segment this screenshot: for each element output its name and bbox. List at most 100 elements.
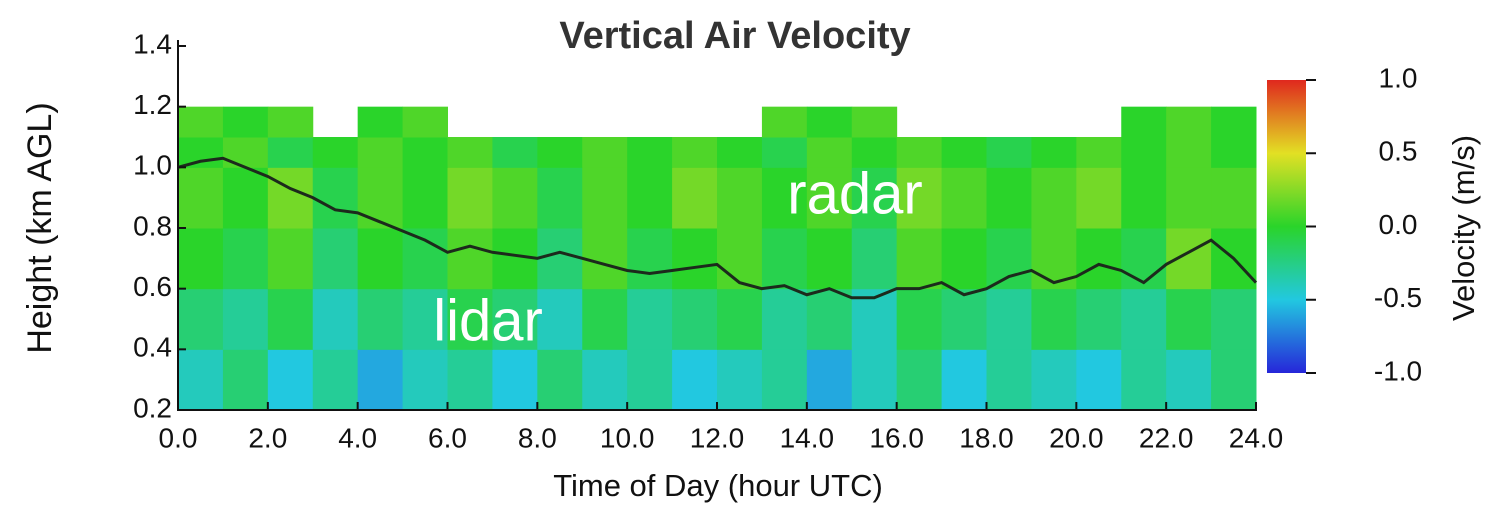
heatmap-cell xyxy=(267,167,314,229)
heatmap-cell xyxy=(717,349,763,411)
heatmap-cell xyxy=(1076,137,1122,168)
heatmap-cell xyxy=(627,228,673,290)
colorbar-tick-label: 1.0 xyxy=(1379,62,1418,93)
heatmap-cell xyxy=(178,288,224,350)
heatmap-cell xyxy=(851,349,898,411)
heatmap-cell xyxy=(222,106,269,138)
heatmap-cell xyxy=(537,349,583,411)
heatmap-cell xyxy=(492,137,538,168)
heatmap-cell xyxy=(357,106,404,138)
heatmap-cell xyxy=(222,228,269,290)
chart-title: Vertical Air Velocity xyxy=(559,15,910,57)
x-tick-label: 8.0 xyxy=(518,422,557,453)
x-tick-label: 24.0 xyxy=(1229,422,1284,453)
heatmap-cell xyxy=(806,167,853,229)
heatmap-cell xyxy=(986,349,1032,411)
heatmap-cell xyxy=(582,167,628,229)
heatmap-cell xyxy=(806,106,853,138)
heatmap-cell xyxy=(851,167,898,229)
x-tick-label: 12.0 xyxy=(690,422,745,453)
heatmap-cell xyxy=(761,288,808,350)
heatmap-cell xyxy=(312,288,359,350)
heatmap-cell xyxy=(941,349,987,411)
heatmap-cell xyxy=(537,167,583,229)
heatmap-cell xyxy=(402,167,448,229)
heatmap-cell xyxy=(447,167,493,229)
heatmap-cell xyxy=(402,288,448,350)
colorbar-tick-label: 0.5 xyxy=(1379,136,1418,167)
heatmap-cell xyxy=(627,137,673,168)
y-tick-label: 0.2 xyxy=(133,392,172,423)
heatmap-cell xyxy=(1076,167,1122,229)
heatmap-cell xyxy=(222,137,269,168)
annotation: radar xyxy=(787,161,922,226)
heatmap-cell xyxy=(761,349,808,411)
heatmap-cell xyxy=(447,137,493,168)
heatmap-cell xyxy=(672,228,718,290)
heatmap-cell xyxy=(1121,288,1167,350)
x-tick-label: 20.0 xyxy=(1049,422,1104,453)
heatmap-cell xyxy=(1031,349,1077,411)
heatmap-cell xyxy=(267,228,314,290)
heatmap-cell xyxy=(627,349,673,411)
heatmap-cell xyxy=(1031,228,1077,290)
heatmap-cell xyxy=(402,349,448,411)
heatmap-cell xyxy=(941,228,987,290)
heatmap-cell xyxy=(986,167,1032,229)
colorbar-label: Velocity (m/s) xyxy=(1446,135,1481,321)
heatmap-cell xyxy=(447,228,493,290)
heatmap-cell xyxy=(1076,349,1122,411)
x-tick-label: 2.0 xyxy=(248,422,287,453)
heatmap-cell xyxy=(851,106,898,138)
heatmap-cell xyxy=(178,228,224,290)
heatmap-cell xyxy=(941,167,987,229)
heatmap-cell xyxy=(806,288,853,350)
heatmap-cell xyxy=(806,349,853,411)
heatmap-cell xyxy=(896,167,943,229)
heatmap-cell xyxy=(941,288,987,350)
heatmap-cell xyxy=(312,228,359,290)
heatmap-cell xyxy=(1211,167,1257,229)
x-axis-label: Time of Day (hour UTC) xyxy=(553,468,883,503)
heatmap-cell xyxy=(672,137,718,168)
y-tick-label: 1.4 xyxy=(133,28,172,59)
heatmap-cell xyxy=(402,106,448,138)
heatmap-cell xyxy=(896,288,943,350)
heatmap-cell xyxy=(896,349,943,411)
heatmap-cell xyxy=(941,137,987,168)
heatmap-cell xyxy=(627,167,673,229)
heatmap-cell xyxy=(312,167,359,229)
heatmap-cell xyxy=(1121,167,1167,229)
heatmap-cell xyxy=(986,288,1032,350)
heatmap-cell xyxy=(717,288,763,350)
heatmap-cell xyxy=(1121,106,1167,138)
heatmap-cell xyxy=(761,228,808,290)
heatmap-cell xyxy=(672,288,718,350)
heatmap-cell xyxy=(267,137,314,168)
heatmap-cell xyxy=(1166,106,1212,138)
x-tick-label: 4.0 xyxy=(338,422,377,453)
heatmap-cell xyxy=(986,228,1032,290)
heatmap-cell xyxy=(1121,228,1167,290)
heatmap-cell xyxy=(1211,349,1257,411)
heatmap-cell xyxy=(1076,288,1122,350)
x-tick-label: 10.0 xyxy=(600,422,655,453)
heatmap-cell xyxy=(357,137,404,168)
heatmap-cell xyxy=(492,288,538,350)
heatmap-cell xyxy=(986,137,1032,168)
heatmap-cell xyxy=(851,228,898,290)
heatmap-cell xyxy=(447,349,493,411)
heatmap-cell xyxy=(537,137,583,168)
heatmap-cell xyxy=(492,167,538,229)
heatmap-cell xyxy=(1166,288,1212,350)
heatmap-cell xyxy=(178,106,224,138)
x-tick-label: 18.0 xyxy=(959,422,1014,453)
y-tick-label: 0.6 xyxy=(133,271,172,302)
heatmap-cell xyxy=(627,288,673,350)
heatmap-cell xyxy=(896,137,943,168)
heatmap-cell xyxy=(761,106,808,138)
heatmap-cell xyxy=(1211,288,1257,350)
heatmap-cell xyxy=(267,106,314,138)
y-tick-label: 1.0 xyxy=(133,150,172,181)
